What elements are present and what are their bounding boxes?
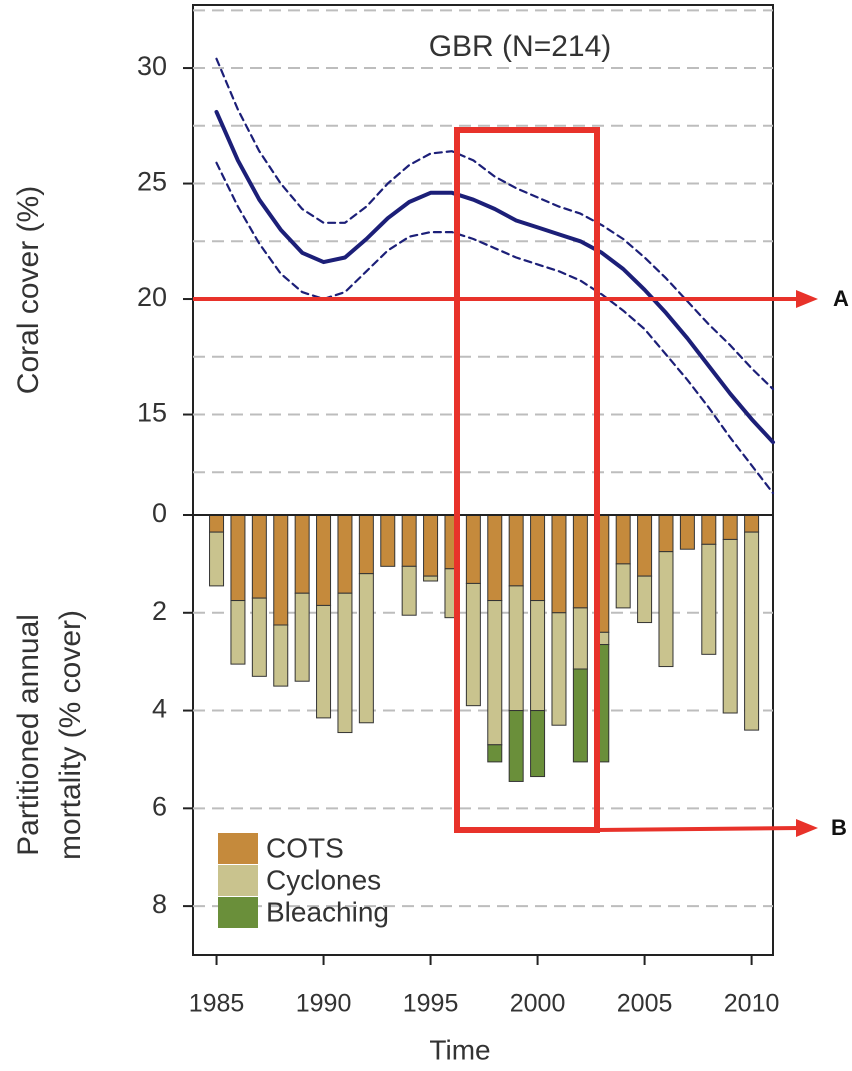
bar-segment <box>487 600 503 746</box>
bar-segment <box>251 597 267 677</box>
y-axis-label: Coral cover (%) <box>12 186 45 394</box>
x-tick-label: 1985 <box>189 990 245 1018</box>
x-tick-label: 1990 <box>296 990 352 1018</box>
bar-segment <box>358 514 374 575</box>
bar-segment <box>530 514 546 602</box>
bar-segment <box>722 514 738 540</box>
y-tick-label: 6 <box>152 791 167 821</box>
legend-swatch <box>218 865 258 896</box>
annotation-label: A <box>833 286 849 311</box>
bar-segment <box>465 582 481 707</box>
highlight-box <box>454 127 600 833</box>
bar-segment <box>658 551 674 668</box>
annotation-layer: A B <box>193 127 849 840</box>
plot-frame <box>192 4 774 956</box>
y-axis-label: Partitioned annual <box>12 614 45 856</box>
bar-segment <box>358 573 374 724</box>
y-tick-label: 2 <box>152 596 167 626</box>
bar-segment <box>230 600 246 665</box>
y-tick-label: 4 <box>152 694 167 724</box>
bar-segment <box>572 668 588 763</box>
y-axis-label: mortality (% cover) <box>54 610 87 860</box>
bar-segment <box>744 531 760 731</box>
bar-segment <box>551 612 567 726</box>
bar-segment <box>530 600 546 712</box>
chart-title: GBR (N=214) <box>429 30 612 63</box>
legend-label: COTS <box>266 832 344 863</box>
bar-segment <box>401 514 417 567</box>
bar-segment <box>465 514 481 584</box>
bar-segment <box>380 514 396 567</box>
bar-segment <box>401 565 417 616</box>
bar-segment <box>744 514 760 533</box>
y-tick-label: 8 <box>152 889 167 919</box>
bar-segment <box>508 710 524 782</box>
arrow-head <box>796 819 818 837</box>
bar-segment <box>701 543 717 655</box>
bar-segment <box>294 514 310 594</box>
plot-area: 15 20 25 30 0 2 4 6 8 1985 1990 1995 2000 2005 2010 COT… <box>137 9 780 1018</box>
x-axis-label: Time <box>429 1034 490 1065</box>
bar-segment <box>637 575 653 624</box>
legend-swatch <box>218 897 258 928</box>
bar-segment <box>572 514 588 609</box>
x-tick-label: 1995 <box>403 990 459 1018</box>
y-tick-label: 15 <box>137 398 167 428</box>
bar-segment <box>316 514 332 606</box>
bar-segment <box>209 514 225 533</box>
bar-segment <box>701 514 717 545</box>
bar-segment <box>722 538 738 714</box>
bar-segment <box>273 624 289 687</box>
x-tick-label: 2005 <box>617 990 673 1018</box>
bar-segment <box>273 514 289 626</box>
bar-segment <box>294 592 310 682</box>
bar-segment <box>337 592 353 734</box>
bar-segment <box>487 744 503 763</box>
y-tick-label: 0 <box>152 498 167 528</box>
x-tick-label: 2000 <box>510 990 566 1018</box>
bar-segment <box>316 604 332 719</box>
bar-segment <box>508 585 524 712</box>
legend-swatch <box>218 833 258 864</box>
arrow-head <box>796 290 818 308</box>
bar-segment <box>658 514 674 553</box>
bar-segment <box>572 607 588 670</box>
bar-segment <box>508 514 524 587</box>
bar-segment <box>230 514 246 602</box>
bar-segment <box>251 514 267 599</box>
line <box>214 109 775 445</box>
bar-segment <box>637 514 653 577</box>
annotation-label: B <box>831 815 847 840</box>
line <box>215 161 775 495</box>
legend-label: Bleaching <box>266 896 389 927</box>
bar-segment <box>337 514 353 594</box>
y-tick-label: 30 <box>137 51 167 81</box>
line <box>215 57 775 391</box>
bar-segment <box>530 710 546 778</box>
bar-segment <box>423 575 439 582</box>
arrow-line <box>596 826 801 832</box>
bar-segment <box>551 514 567 614</box>
bar-segment <box>423 514 439 577</box>
bar-segment <box>615 514 631 565</box>
bar-segment <box>487 514 503 602</box>
bar-segment <box>679 514 695 550</box>
y-tick-label: 20 <box>137 282 167 312</box>
y-tick-label: 25 <box>137 167 167 197</box>
x-tick-label: 2010 <box>724 990 780 1018</box>
legend-label: Cyclones <box>266 864 381 895</box>
bar-segment <box>209 531 225 587</box>
bar-segment <box>615 563 631 609</box>
